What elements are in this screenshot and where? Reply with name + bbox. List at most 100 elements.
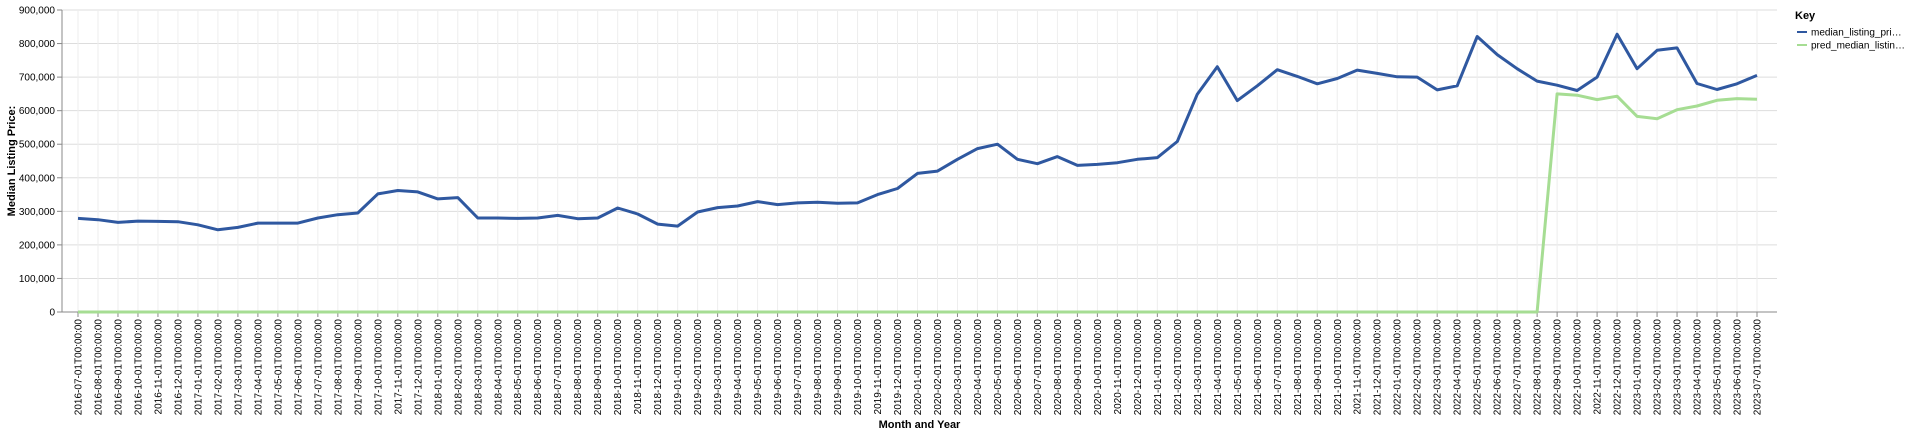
x-tick-label: 2022-08-01T00:00:00	[1533, 319, 1544, 416]
x-tick-label: 2018-10-01T00:00:00	[613, 319, 624, 416]
x-tick-label: 2020-08-01T00:00:00	[1053, 319, 1064, 416]
x-tick-label: 2019-11-01T00:00:00	[873, 319, 884, 415]
x-tick-label: 2020-04-01T00:00:00	[973, 319, 984, 416]
y-axis: 0 100,000 200,000 300,000 400,000 500,000 600,…	[19, 6, 63, 319]
grid-lines	[62, 9, 1777, 313]
x-tick-label: 2020-11-01T00:00:00	[1113, 319, 1124, 415]
x-tick-label: 2016-08-01T00:00:00	[93, 319, 104, 416]
series-line	[77, 32, 1758, 232]
x-tick-label: 2021-02-01T00:00:00	[1173, 319, 1184, 416]
x-tick-label: 2017-08-01T00:00:00	[333, 319, 344, 416]
x-tick-label: 2023-05-01T00:00:00	[1713, 319, 1724, 416]
x-tick-label: 2022-03-01T00:00:00	[1433, 319, 1444, 416]
x-tick-label: 2017-10-01T00:00:00	[373, 319, 384, 416]
x-tick-label: 2022-02-01T00:00:00	[1413, 319, 1424, 416]
x-tick-label: 2018-12-01T00:00:00	[653, 319, 664, 416]
series-lines	[77, 32, 1758, 314]
x-tick-label: 2021-11-01T00:00:00	[1353, 319, 1364, 415]
x-tick-label: 2021-09-01T00:00:00	[1313, 319, 1324, 416]
x-tick-label: 2021-08-01T00:00:00	[1293, 319, 1304, 416]
legend-label: median_listing_pri…	[1811, 28, 1902, 39]
x-tick-label: 2021-12-01T00:00:00	[1373, 319, 1384, 416]
x-tick-label: 2018-08-01T00:00:00	[573, 319, 584, 416]
y-tick-label: 800,000	[19, 39, 56, 50]
x-tick-label: 2017-05-01T00:00:00	[273, 319, 284, 416]
x-tick-label: 2016-12-01T00:00:00	[173, 319, 184, 416]
y-tick-label: 400,000	[19, 173, 56, 184]
x-tick-label: 2020-03-01T00:00:00	[953, 319, 964, 416]
x-tick-label: 2018-01-01T00:00:00	[433, 319, 444, 416]
x-tick-label: 2017-09-01T00:00:00	[353, 319, 364, 416]
x-tick-label: 2017-01-01T00:00:00	[193, 319, 204, 416]
x-tick-label: 2022-05-01T00:00:00	[1473, 319, 1484, 416]
y-tick-label: 0	[49, 308, 55, 319]
y-axis-title: Median Listing Price:	[6, 106, 18, 217]
x-tick-label: 2017-07-01T00:00:00	[313, 319, 324, 416]
x-tick-label: 2018-05-01T00:00:00	[513, 319, 524, 416]
x-tick-label: 2019-06-01T00:00:00	[773, 319, 784, 416]
x-tick-label: 2023-03-01T00:00:00	[1673, 319, 1684, 416]
x-tick-label: 2018-03-01T00:00:00	[473, 319, 484, 416]
x-tick-label: 2017-11-01T00:00:00	[393, 319, 404, 415]
x-tick-label: 2016-07-01T00:00:00	[74, 319, 85, 416]
x-tick-label: 2022-06-01T00:00:00	[1493, 319, 1504, 416]
x-axis: 2016-07-01T00:00:00 2016-08-01T00:00:00 20…	[62, 311, 1777, 416]
x-tick-label: 2017-12-01T00:00:00	[413, 319, 424, 416]
y-tick-label: 500,000	[19, 140, 56, 151]
x-tick-label: 2020-02-01T00:00:00	[933, 319, 944, 416]
x-tick-label: 2019-02-01T00:00:00	[693, 319, 704, 416]
x-tick-label: 2022-12-01T00:00:00	[1613, 319, 1624, 416]
x-tick-label: 2023-07-01T00:00:00	[1753, 319, 1764, 416]
x-tick-label: 2018-09-01T00:00:00	[593, 319, 604, 416]
x-tick-label: 2019-10-01T00:00:00	[853, 319, 864, 416]
x-tick-label: 2022-07-01T00:00:00	[1513, 319, 1524, 416]
x-tick-label: 2016-10-01T00:00:00	[133, 319, 144, 416]
x-tick-label: 2021-04-01T00:00:00	[1213, 319, 1224, 416]
legend: Key median_listing_pri… pred_median_listi…	[1795, 10, 1905, 52]
x-tick-label: 2021-03-01T00:00:00	[1193, 319, 1204, 416]
y-tick-label: 700,000	[19, 73, 56, 84]
x-axis-title: Month and Year	[879, 419, 961, 431]
x-tick-label: 2017-06-01T00:00:00	[293, 319, 304, 416]
x-tick-label: 2021-05-01T00:00:00	[1233, 319, 1244, 416]
x-tick-label: 2020-10-01T00:00:00	[1093, 319, 1104, 416]
y-tick-label: 600,000	[19, 106, 56, 117]
x-tick-label: 2016-09-01T00:00:00	[113, 319, 124, 416]
x-tick-label: 2018-04-01T00:00:00	[493, 319, 504, 416]
x-tick-label: 2023-04-01T00:00:00	[1693, 319, 1704, 416]
x-tick-label: 2020-05-01T00:00:00	[993, 319, 1004, 416]
x-tick-label: 2022-11-01T00:00:00	[1593, 319, 1604, 415]
x-tick-label: 2021-07-01T00:00:00	[1273, 319, 1284, 416]
x-tick-label: 2020-09-01T00:00:00	[1073, 319, 1084, 416]
legend-title: Key	[1795, 10, 1816, 22]
x-tick-label: 2020-07-01T00:00:00	[1033, 319, 1044, 416]
x-tick-label: 2016-11-01T00:00:00	[153, 319, 164, 415]
x-tick-label: 2017-02-01T00:00:00	[213, 319, 224, 416]
x-tick-label: 2019-08-01T00:00:00	[813, 319, 824, 416]
x-tick-label: 2019-12-01T00:00:00	[893, 319, 904, 416]
x-tick-label: 2021-10-01T00:00:00	[1333, 319, 1344, 416]
x-tick-label: 2021-01-01T00:00:00	[1153, 319, 1164, 416]
x-tick-label: 2018-11-01T00:00:00	[633, 319, 644, 415]
x-tick-label: 2023-02-01T00:00:00	[1653, 319, 1664, 416]
x-tick-label: 2023-01-01T00:00:00	[1633, 319, 1644, 416]
x-tick-label: 2019-09-01T00:00:00	[833, 319, 844, 416]
x-tick-label: 2019-07-01T00:00:00	[793, 319, 804, 416]
x-tick-label: 2019-05-01T00:00:00	[753, 319, 764, 416]
series-line	[78, 92, 1758, 314]
x-tick-label: 2021-06-01T00:00:00	[1253, 319, 1264, 416]
x-tick-label: 2017-04-01T00:00:00	[253, 319, 264, 416]
x-tick-label: 2017-03-01T00:00:00	[233, 319, 244, 416]
y-tick-label: 300,000	[19, 207, 56, 218]
x-tick-label: 2018-02-01T00:00:00	[453, 319, 464, 416]
x-tick-label: 2022-10-01T00:00:00	[1573, 319, 1584, 416]
x-tick-label: 2019-04-01T00:00:00	[733, 319, 744, 416]
y-tick-label: 200,000	[19, 240, 56, 251]
x-tick-label: 2018-07-01T00:00:00	[553, 319, 564, 416]
x-tick-label: 2022-01-01T00:00:00	[1393, 319, 1404, 416]
y-tick-label: 900,000	[19, 6, 56, 17]
x-tick-label: 2019-01-01T00:00:00	[673, 319, 684, 416]
x-tick-label: 2018-06-01T00:00:00	[533, 319, 544, 416]
x-tick-label: 2019-03-01T00:00:00	[713, 319, 724, 416]
